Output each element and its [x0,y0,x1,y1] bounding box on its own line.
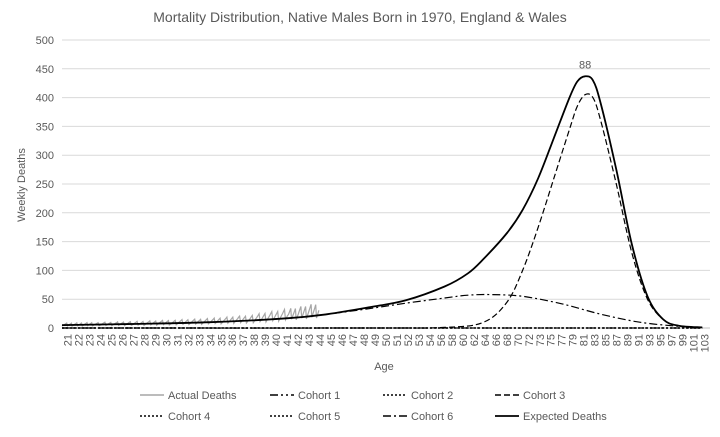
y-tick-label: 0 [48,323,54,335]
x-tick-label: 54 [425,334,437,346]
legend: Actual Deaths Cohort 1 Cohort 2 Cohort 3 Coh… [140,390,607,423]
x-tick-label: 64 [480,334,492,346]
x-tick-label: 73 [535,334,547,346]
y-axis-label: Weekly Deaths [16,148,28,222]
series-lines [61,75,703,329]
x-tick-label: 35 [216,334,228,346]
x-tick-label: 36 [227,334,239,346]
x-tick-label: 43 [304,334,316,346]
x-tick-label: 39 [260,334,272,346]
x-tick-label: 25 [106,334,118,346]
x-tick-label: 29 [150,334,162,346]
chart-title: Mortality Distribution, Native Males Bor… [153,9,566,25]
x-tick-label: 60 [458,334,470,346]
x-tick-label: 46 [337,334,349,346]
x-tick-label: 22 [73,334,85,346]
x-tick-label: 27 [128,334,140,346]
series-line [61,75,703,329]
y-tick-label: 500 [36,35,54,47]
x-tick-label: 34 [205,334,217,346]
x-tick-label: 48 [359,334,371,346]
x-tick-label: 31 [172,334,184,346]
x-tick-label: 58 [447,334,459,346]
x-tick-label: 93 [645,334,657,346]
series-line [61,93,703,329]
x-tick-label: 81 [579,334,591,346]
x-tick-label: 45 [326,334,338,346]
legend-label: Expected Deaths [523,411,607,423]
x-tick-label: 49 [370,334,382,346]
legend-label: Cohort 5 [298,411,340,423]
x-tick-label: 101 [689,334,701,352]
y-tick-label: 300 [36,150,54,162]
x-tick-label: 23 [84,334,96,346]
legend-label: Cohort 1 [298,390,340,402]
x-tick-label: 77 [557,334,569,346]
x-tick-label: 87 [612,334,624,346]
x-tick-label: 103 [700,334,712,352]
x-tick-label: 68 [502,334,514,346]
x-tick-label: 99 [678,334,690,346]
x-tick-label: 38 [249,334,261,346]
x-tick-label: 26 [117,334,129,346]
x-tick-label: 21 [62,334,74,346]
x-tick-label: 70 [513,334,525,346]
legend-label: Actual Deaths [168,390,237,402]
gridlines [62,39,710,329]
legend-label: Cohort 2 [411,390,453,402]
x-tick-label: 50 [381,334,393,346]
x-tick-label: 75 [546,334,558,346]
y-tick-labels: 0 50 100 150 200 250 300 350 400 450 500 [36,35,54,335]
x-tick-label: 41 [282,334,294,346]
x-tick-label: 72 [524,334,536,346]
y-tick-label: 450 [36,64,54,76]
y-tick-label: 250 [36,179,54,191]
y-tick-label: 150 [36,237,54,249]
x-tick-label: 62 [469,334,481,346]
x-tick-label: 47 [348,334,360,346]
y-tick-label: 100 [36,265,54,277]
x-tick-label: 42 [293,334,305,346]
x-tick-label: 32 [183,334,195,346]
x-axis-label: Age [374,361,394,373]
legend-label: Cohort 3 [523,390,565,402]
x-tick-label: 53 [414,334,426,346]
x-tick-label: 51 [392,334,404,346]
x-tick-label: 79 [568,334,580,346]
x-tick-labels: 2122232425262728293031323334353637383940… [62,334,711,352]
x-tick-label: 52 [403,334,415,346]
x-tick-label: 85 [601,334,613,346]
x-tick-label: 89 [623,334,635,346]
x-tick-label: 95 [656,334,668,346]
x-tick-label: 28 [139,334,151,346]
x-tick-label: 83 [590,334,602,346]
y-tick-label: 400 [36,93,54,105]
x-tick-label: 56 [436,334,448,346]
x-tick-label: 66 [491,334,503,346]
x-tick-label: 91 [634,334,646,346]
x-tick-label: 30 [161,334,173,346]
y-tick-label: 350 [36,121,54,133]
x-tick-label: 37 [238,334,250,346]
legend-label: Cohort 6 [411,411,453,423]
x-tick-label: 40 [271,334,283,346]
legend-label: Cohort 4 [168,411,210,423]
y-tick-label: 50 [42,294,54,306]
peak-annotation: 88 [579,59,591,71]
x-tick-label: 97 [667,334,679,346]
x-tick-label: 33 [194,334,206,346]
x-tick-label: 44 [315,334,327,346]
y-tick-label: 200 [36,208,54,220]
x-tick-label: 24 [95,334,107,346]
